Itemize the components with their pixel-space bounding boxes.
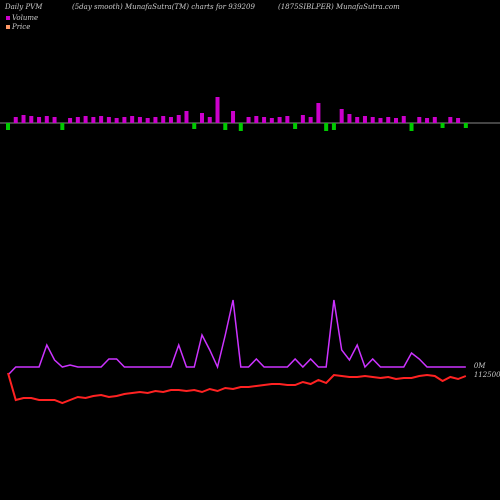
volume-bar (192, 123, 197, 129)
volume-bar (184, 111, 189, 123)
series-line (7, 372, 467, 405)
volume-bar (269, 118, 274, 123)
legend-swatch (6, 16, 10, 20)
legend-label: Price (11, 23, 30, 31)
volume-bar (168, 117, 173, 123)
volume-bar (215, 97, 220, 123)
volume-bar (285, 116, 290, 123)
volume-bar (114, 118, 119, 123)
title-left: Daily PVM (4, 3, 43, 11)
volume-bar (331, 123, 336, 130)
title-right: (1875SIBLPER) MunafaSutra.com (278, 3, 400, 11)
volume-bar (223, 123, 228, 130)
volume-bar (316, 103, 321, 123)
volume-bar (440, 123, 445, 128)
end-label: 0M (474, 362, 486, 370)
volume-bar (176, 115, 181, 123)
volume-bar (448, 117, 453, 123)
volume-bar (91, 117, 96, 123)
volume-bar (456, 118, 461, 123)
volume-bar (362, 116, 367, 123)
volume-bar (347, 114, 352, 123)
volume-bar (293, 123, 298, 129)
volume-bar (145, 118, 150, 123)
volume-bar (339, 109, 344, 123)
volume-bar (401, 116, 406, 123)
volume-bar (130, 116, 135, 123)
volume-bar (246, 117, 251, 123)
volume-bar (238, 123, 243, 131)
volume-bar (432, 117, 437, 123)
legend-swatch (6, 25, 10, 29)
volume-bar (75, 117, 80, 123)
volume-bar (37, 117, 42, 123)
volume-bar (262, 117, 267, 123)
volume-bar (378, 118, 383, 123)
volume-bar (44, 116, 49, 123)
volume-bar (463, 123, 468, 128)
volume-bar (83, 116, 88, 123)
volume-bar (254, 116, 259, 123)
volume-bar (29, 116, 34, 123)
volume-bar (308, 117, 313, 123)
volume-bar (21, 115, 26, 123)
volume-bar (394, 118, 398, 123)
volume-bar (417, 117, 422, 123)
volume-bar (153, 117, 158, 123)
legend-label: Volume (12, 14, 38, 22)
volume-bar (106, 117, 111, 123)
volume-bar (277, 117, 282, 123)
volume-bar (386, 117, 391, 123)
volume-bar (370, 117, 375, 123)
title-center: (5day smooth) MunafaSutra(TM) charts for… (72, 3, 255, 11)
volume-bar (324, 123, 329, 131)
volume-bar (6, 123, 10, 130)
volume-bar (122, 117, 127, 123)
volume-bar (207, 117, 212, 123)
volume-bar (13, 117, 18, 123)
volume-bar (409, 123, 414, 131)
end-label: 112500.00 (474, 371, 500, 379)
volume-bar (161, 116, 166, 123)
volume-bar (99, 116, 104, 123)
volume-bar (200, 113, 204, 123)
volume-bar (425, 118, 430, 123)
volume-bar (355, 117, 360, 123)
volume-bar (231, 111, 236, 123)
volume-bar (300, 115, 305, 123)
volume-bar (52, 117, 57, 123)
volume-bar (60, 123, 65, 130)
volume-bar (137, 117, 142, 123)
volume-bar (68, 118, 73, 123)
series-line (7, 299, 466, 376)
